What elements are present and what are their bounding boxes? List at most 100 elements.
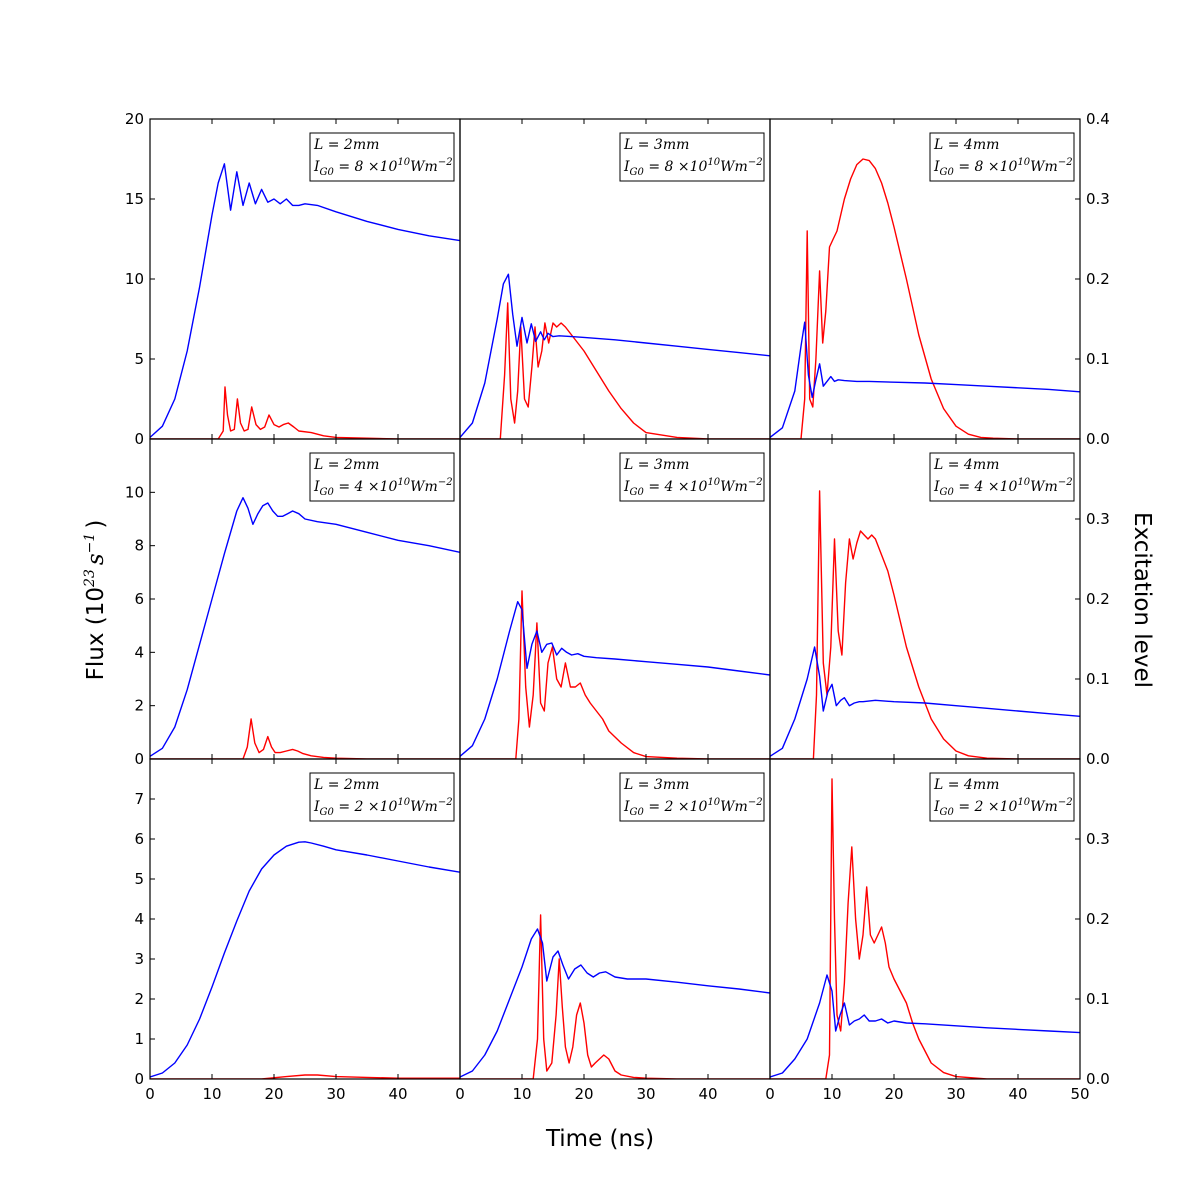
y-tick-label-left: 0 <box>134 430 144 448</box>
panel-legend: L = 4mm IG0 = 4 ×1010Wm−2 <box>929 452 1075 502</box>
legend-box <box>619 452 765 502</box>
x-tick-label: 30 <box>326 1085 345 1103</box>
y-tick-label-left: 10 <box>125 483 144 501</box>
panel-lines <box>150 497 460 759</box>
legend-text-part: 10 <box>397 797 410 808</box>
legend-text-part: G0 <box>630 807 645 818</box>
excitation-series-line <box>460 590 770 759</box>
panel-legend: L = 2mm IG0 = 8 ×1010Wm−2 <box>309 132 455 182</box>
x-tick-label: 20 <box>264 1085 283 1103</box>
legend-text-part: −2 <box>438 157 453 168</box>
x-tick-label: 20 <box>574 1085 593 1103</box>
x-tick-label: 20 <box>884 1085 903 1103</box>
y-label-suffix: ) <box>83 520 109 529</box>
legend-text-part: Wm <box>720 159 748 175</box>
y-tick-label-left: 6 <box>134 830 144 848</box>
y-label-exp1: 23 <box>82 569 98 588</box>
y-tick-label-left: 15 <box>125 190 144 208</box>
y-tick-label-right: 0.2 <box>1086 910 1110 928</box>
y-tick-label-right: 0.2 <box>1086 270 1110 288</box>
y-tick-label-right: 0.1 <box>1086 670 1110 688</box>
excitation-series-line <box>150 386 460 439</box>
y-tick-label-right: 0.3 <box>1086 510 1110 528</box>
flux-series-line <box>460 273 770 438</box>
legend-text-part: I <box>313 159 320 175</box>
legend-text-part: G0 <box>320 487 335 498</box>
legend-text-part: 10 <box>1017 157 1030 168</box>
legend-text-part: = 4 ×10 <box>644 479 708 495</box>
y-label-mid: s <box>83 553 109 565</box>
y-tick-label-right: 0.1 <box>1086 990 1110 1008</box>
panel-legend: L = 3mm IG0 = 2 ×1010Wm−2 <box>619 772 765 822</box>
excitation-series-line <box>770 158 1080 439</box>
legend-intensity-text: IG0 = 8 ×1010Wm−2 <box>933 157 1073 178</box>
legend-text-part: 10 <box>1017 477 1030 488</box>
panel-lines <box>460 590 770 759</box>
excitation-series-line <box>770 778 1080 1079</box>
panel-lines <box>150 163 460 439</box>
legend-box <box>929 132 1075 182</box>
x-tick-label: 0 <box>145 1085 155 1103</box>
legend-text-part: −2 <box>1058 477 1073 488</box>
panel-lines <box>460 914 770 1079</box>
legend-text-part: I <box>313 479 320 495</box>
legend-intensity-text: IG0 = 2 ×1010Wm−2 <box>313 797 453 818</box>
legend-text-part: 10 <box>397 477 410 488</box>
x-tick-label: 10 <box>512 1085 531 1103</box>
excitation-series-line <box>460 914 770 1079</box>
flux-series-line <box>460 601 770 757</box>
panel-lines <box>770 158 1080 439</box>
legend-intensity-text: IG0 = 4 ×1010Wm−2 <box>313 477 453 498</box>
y-label-prefix: Flux (10 <box>83 587 109 680</box>
panel-0-2: 0.0 0.1 0.2 0.3 0.4 L = 4mm IG0 = 8 ×1010Wm−2 <box>769 110 1110 448</box>
legend-text-part: G0 <box>940 487 955 498</box>
y-tick-label-left: 4 <box>134 910 144 928</box>
y-tick-label-left: 6 <box>134 590 144 608</box>
legend-length-text: L = 2mm <box>313 457 379 473</box>
legend-box <box>619 132 765 182</box>
legend-text-part: Wm <box>1030 159 1058 175</box>
legend-text-part: I <box>623 479 630 495</box>
legend-text-part: −2 <box>748 157 763 168</box>
panel-legend: L = 4mm IG0 = 2 ×1010Wm−2 <box>929 772 1075 822</box>
legend-length-text: L = 2mm <box>313 137 379 153</box>
y-tick-label-right: 0.0 <box>1086 750 1110 768</box>
panel-2-0: 0 1 2 3 4 5 6 7 L = 2mm IG0 = 2 ×1010Wm−2 <box>134 758 461 1088</box>
legend-text-part: G0 <box>630 487 645 498</box>
excitation-series-line <box>150 718 460 759</box>
legend-text-part: I <box>933 799 940 815</box>
legend-intensity-text: IG0 = 8 ×1010Wm−2 <box>623 157 763 178</box>
legend-text-part: I <box>933 479 940 495</box>
legend-text-part: = 4 ×10 <box>954 479 1018 495</box>
y-tick-label-left: 8 <box>134 537 144 555</box>
legend-text-part: Wm <box>410 479 438 495</box>
panel-legend: L = 2mm IG0 = 4 ×1010Wm−2 <box>309 452 455 502</box>
flux-series-line <box>770 321 1080 438</box>
x-tick-label: 0 <box>765 1085 775 1103</box>
legend-text-part: I <box>623 799 630 815</box>
legend-length-text: L = 2mm <box>313 777 379 793</box>
legend-text-part: 10 <box>707 477 720 488</box>
legend-text-part: 10 <box>1017 797 1030 808</box>
legend-text-part: Wm <box>1030 799 1058 815</box>
y-tick-label-left: 1 <box>134 1030 144 1048</box>
legend-text-part: 10 <box>707 157 720 168</box>
x-tick-label: 0 <box>455 1085 465 1103</box>
x-tick-label: 40 <box>698 1085 717 1103</box>
legend-text-part: −2 <box>1058 157 1073 168</box>
y-tick-label-left: 7 <box>134 790 144 808</box>
panel-lines <box>150 841 460 1079</box>
x-tick-label: 10 <box>202 1085 221 1103</box>
legend-length-text: L = 4mm <box>933 777 999 793</box>
y-label-exp2: −1 <box>82 533 98 554</box>
panel-legend: L = 3mm IG0 = 8 ×1010Wm−2 <box>619 132 765 182</box>
flux-series-line <box>150 163 460 438</box>
panel-legend: L = 3mm IG0 = 4 ×1010Wm−2 <box>619 452 765 502</box>
x-tick-label: 30 <box>946 1085 965 1103</box>
legend-text-part: Wm <box>720 799 748 815</box>
y-tick-label-left: 3 <box>134 950 144 968</box>
y-tick-label-right: 0.0 <box>1086 1070 1110 1088</box>
legend-text-part: −2 <box>438 797 453 808</box>
legend-length-text: L = 4mm <box>933 137 999 153</box>
